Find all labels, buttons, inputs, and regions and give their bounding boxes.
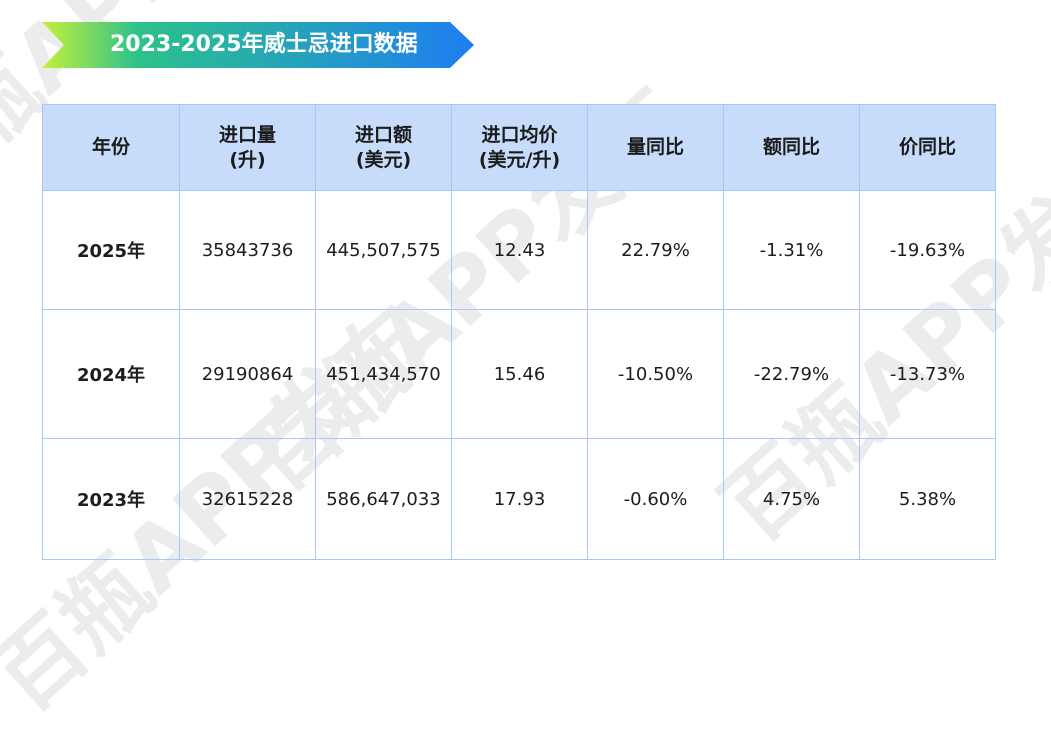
header-volume-yoy: 量同比 — [587, 104, 724, 191]
amount-cell: 586,647,033 — [315, 438, 452, 560]
header-amount-yoy: 额同比 — [723, 104, 860, 191]
price-yoy-cell: -13.73% — [859, 309, 996, 439]
banner-arrow-shape — [42, 22, 474, 68]
whisky-import-table: 年份 进口量 (升) 进口额 (美元) 进口均价 (美元/升) 量同比 额同比 价同比… — [42, 104, 996, 560]
volume-cell: 29190864 — [179, 309, 316, 439]
header-price-yoy: 价同比 — [859, 104, 996, 191]
title-banner: 2023-2025年威士忌进口数据 — [42, 22, 474, 68]
avg-price-cell: 15.46 — [451, 309, 588, 439]
header-amount: 进口额 (美元) — [315, 104, 452, 191]
amount-yoy-cell: -22.79% — [723, 309, 860, 439]
header-year: 年份 — [42, 104, 180, 191]
year-cell: 2024年 — [42, 309, 180, 439]
avg-price-cell: 12.43 — [451, 190, 588, 310]
amount-yoy-cell: 4.75% — [723, 438, 860, 560]
volume-yoy-cell: -0.60% — [587, 438, 724, 560]
year-cell: 2023年 — [42, 438, 180, 560]
table-header-row: 年份 进口量 (升) 进口额 (美元) 进口均价 (美元/升) 量同比 额同比 价同比 — [42, 104, 996, 191]
table-row: 2024年 29190864 451,434,570 15.46 -10.50%… — [42, 309, 996, 439]
price-yoy-cell: -19.63% — [859, 190, 996, 310]
amount-cell: 445,507,575 — [315, 190, 452, 310]
price-yoy-cell: 5.38% — [859, 438, 996, 560]
table-row: 2023年 32615228 586,647,033 17.93 -0.60% … — [42, 438, 996, 560]
avg-price-cell: 17.93 — [451, 438, 588, 560]
page-title: 2023-2025年威士忌进口数据 — [110, 32, 418, 57]
volume-yoy-cell: 22.79% — [587, 190, 724, 310]
amount-yoy-cell: -1.31% — [723, 190, 860, 310]
amount-cell: 451,434,570 — [315, 309, 452, 439]
volume-cell: 35843736 — [179, 190, 316, 310]
table-row: 2025年 35843736 445,507,575 12.43 22.79% … — [42, 190, 996, 310]
volume-yoy-cell: -10.50% — [587, 309, 724, 439]
year-cell: 2025年 — [42, 190, 180, 310]
volume-cell: 32615228 — [179, 438, 316, 560]
header-avg-price: 进口均价 (美元/升) — [451, 104, 588, 191]
header-volume: 进口量 (升) — [179, 104, 316, 191]
